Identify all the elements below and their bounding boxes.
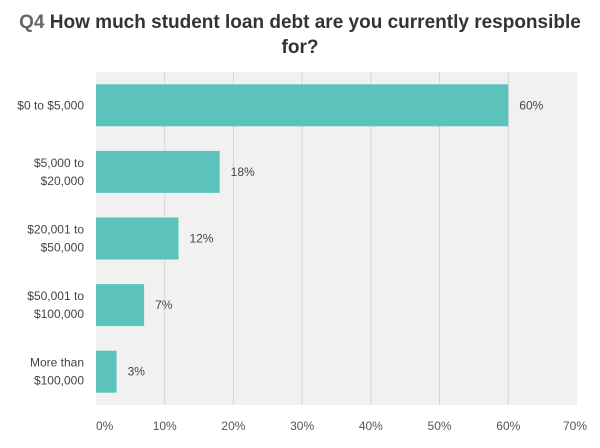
title-prefix: Q4 (19, 12, 45, 33)
category-label: $50,001 to (27, 289, 84, 303)
category-label: More than (30, 356, 84, 370)
category-label: $5,000 to (34, 156, 84, 170)
chart-title: Q4 How much student loan debt are you cu… (0, 10, 600, 60)
x-tick-label: 20% (221, 419, 245, 433)
bar (96, 217, 179, 260)
category-label: $50,000 (41, 241, 85, 255)
x-tick-label: 60% (496, 419, 520, 433)
bar (96, 150, 220, 193)
title-text: How much student loan debt are you curre… (49, 12, 581, 58)
bar (96, 350, 117, 393)
bar (96, 84, 509, 127)
data-label: 7% (155, 298, 173, 312)
x-tick-label: 0% (96, 419, 114, 433)
data-label: 60% (519, 98, 543, 112)
category-label: $100,000 (34, 374, 84, 388)
x-tick-label: 40% (359, 419, 383, 433)
category-label: $0 to $5,000 (17, 98, 84, 112)
x-tick-label: 30% (290, 419, 314, 433)
category-label: $100,000 (34, 307, 84, 321)
bar (96, 284, 145, 327)
data-label: 12% (189, 232, 213, 246)
category-label: $20,000 (41, 174, 85, 188)
x-tick-label: 50% (428, 419, 452, 433)
data-label: 18% (231, 165, 255, 179)
category-label: $20,001 to (27, 223, 84, 237)
data-label: 3% (128, 365, 146, 379)
x-tick-label: 10% (153, 419, 177, 433)
x-tick-label: 70% (563, 419, 587, 433)
